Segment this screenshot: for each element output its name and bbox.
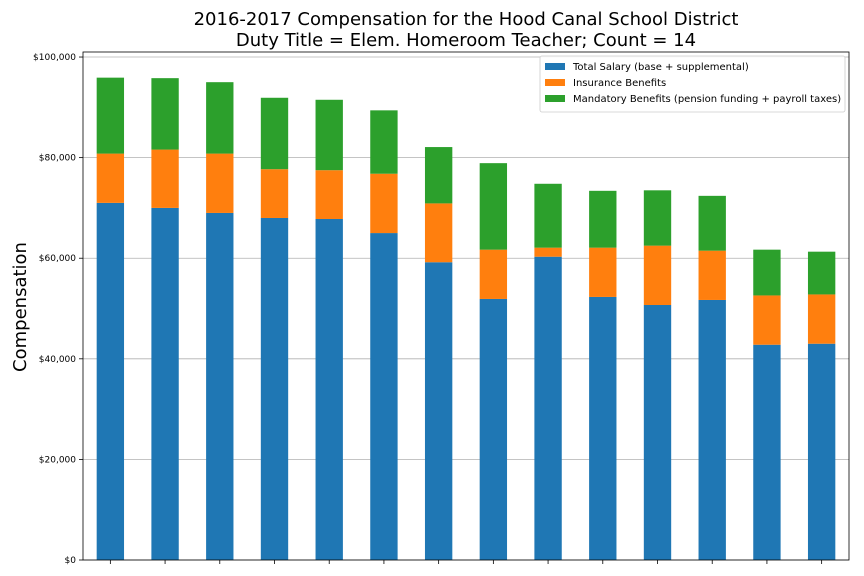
bar-14-series-2 — [807, 294, 836, 344]
bar-1-series-3 — [96, 77, 125, 154]
bar-11-series-3 — [643, 190, 672, 246]
bar-11-series-1 — [643, 304, 672, 560]
bar-11-series-2 — [643, 245, 672, 305]
gridlines — [83, 56, 849, 561]
bar-12-series-2 — [698, 250, 726, 300]
bar-6-series-2 — [370, 173, 398, 234]
bar-13-series-2 — [753, 295, 781, 345]
bar-8-series-1 — [479, 298, 508, 560]
bar-12-series-1 — [698, 299, 726, 560]
y-tick-label: $100,000 — [33, 53, 76, 63]
bar-9-series-1 — [534, 256, 562, 560]
bar-9-series-2 — [534, 247, 562, 257]
bar-2-series-3 — [151, 78, 179, 150]
bar-5-series-3 — [315, 99, 343, 171]
bar-14-series-3 — [807, 251, 836, 295]
legend-label-2: Insurance Benefits — [573, 78, 666, 89]
legend-label-3: Mandatory Benefits (pension funding + pa… — [573, 94, 841, 105]
y-tick-label: $20,000 — [39, 455, 76, 465]
bar-13-series-3 — [753, 249, 781, 296]
bar-8-series-2 — [479, 249, 508, 299]
bar-10-series-2 — [589, 247, 617, 297]
bar-13-series-1 — [753, 344, 781, 560]
bar-5-series-1 — [315, 218, 343, 560]
legend-swatch-2 — [545, 79, 565, 86]
bar-8-series-3 — [479, 163, 508, 250]
legend-swatch-3 — [545, 95, 565, 102]
legend-box — [539, 55, 846, 113]
chart-subtitle: Duty Title = Elem. Homeroom Teacher; Cou… — [236, 30, 696, 51]
legend: Total Salary (base + supplemental) Insura… — [539, 55, 846, 113]
bar-10-series-3 — [589, 190, 617, 248]
bar-7-series-2 — [424, 203, 453, 263]
plot-frame — [82, 51, 850, 561]
bar-5-series-2 — [315, 170, 343, 219]
bar-4-series-1 — [260, 217, 289, 560]
bar-6-series-3 — [370, 110, 398, 174]
bar-14-series-1 — [807, 343, 836, 560]
axes: $0 $20,000 $40,000 $60,000 $80,000 $100,000 — [33, 51, 850, 566]
y-tick-label: $60,000 — [39, 254, 76, 264]
bar-4-series-2 — [260, 169, 289, 218]
bar-7-series-3 — [424, 147, 453, 204]
y-axis-label: Compensation — [10, 242, 31, 372]
y-tick-label: $80,000 — [39, 154, 76, 164]
bar-9-series-3 — [534, 183, 562, 248]
bar-1-series-1 — [96, 202, 125, 560]
bar-3-series-2 — [206, 153, 234, 213]
bar-4-series-3 — [260, 97, 289, 170]
bar-12-series-3 — [698, 195, 726, 251]
bar-7-series-1 — [424, 262, 453, 560]
y-tick-label: $0 — [65, 556, 77, 566]
bar-2-series-1 — [151, 207, 179, 561]
bar-10-series-1 — [589, 296, 617, 560]
legend-label-1: Total Salary (base + supplemental) — [572, 62, 749, 73]
legend-swatch-1 — [545, 63, 565, 70]
bar-6-series-1 — [370, 233, 398, 560]
bar-1-series-2 — [96, 153, 125, 203]
bar-3-series-1 — [206, 212, 234, 560]
y-tick-label: $40,000 — [39, 355, 76, 365]
bars — [96, 77, 836, 561]
bar-3-series-3 — [206, 82, 234, 154]
bar-2-series-2 — [151, 149, 179, 208]
chart-title: 2016-2017 Compensation for the Hood Cana… — [194, 9, 739, 30]
